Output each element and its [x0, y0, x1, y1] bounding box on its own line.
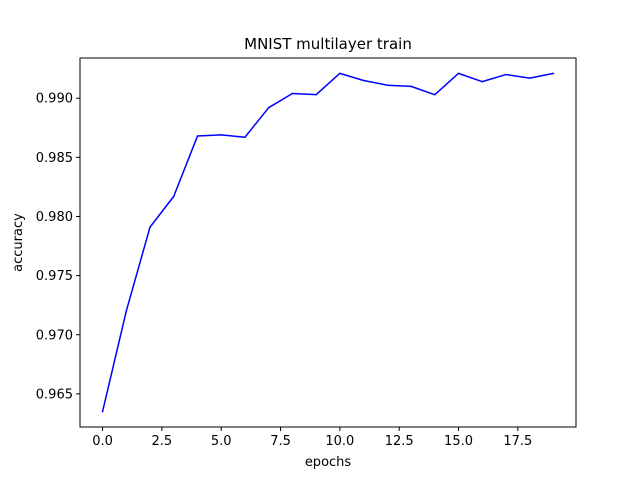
series-layer — [101, 72, 555, 413]
y-axis-ticks: 0.965 0.970 0.975 0.980 0.985 0.990 — [36, 92, 80, 402]
data-point — [433, 93, 436, 96]
x-tick-label: 7.5 — [270, 434, 291, 449]
x-tick-label: 10.0 — [325, 434, 354, 449]
data-point — [362, 79, 365, 82]
data-point — [244, 136, 246, 139]
data-point — [220, 134, 223, 136]
x-tick-label: 0.0 — [92, 434, 113, 449]
data-point — [481, 80, 484, 83]
data-point — [339, 72, 341, 75]
data-point — [528, 77, 531, 79]
x-axis-label: epochs — [305, 455, 352, 470]
y-tick-label: 0.975 — [36, 269, 73, 284]
data-point — [172, 195, 175, 198]
y-axis-label: accuracy — [11, 213, 26, 272]
chart-title: MNIST multilayer train — [244, 35, 412, 53]
data-point — [267, 106, 270, 109]
x-tick-label: 2.5 — [152, 434, 173, 449]
y-tick-label: 0.965 — [36, 387, 73, 402]
data-point — [291, 92, 294, 95]
data-point — [125, 310, 128, 312]
data-point — [386, 84, 389, 86]
axes-frame — [79, 57, 577, 428]
y-tick-label: 0.985 — [36, 151, 73, 166]
data-point — [315, 93, 317, 96]
x-tick-label: 15.0 — [444, 434, 473, 449]
x-tick-label: 17.5 — [503, 434, 532, 449]
y-tick-label: 0.990 — [36, 92, 73, 107]
x-tick-label: 5.0 — [211, 434, 232, 449]
data-point — [505, 73, 507, 76]
y-tick-label: 0.980 — [36, 210, 73, 225]
data-point — [410, 85, 412, 88]
y-tick-label: 0.970 — [36, 328, 73, 343]
x-axis-ticks: 0.0 2.5 5.0 7.5 10.0 12.5 15.0 17.5 — [92, 427, 532, 449]
series-line — [101, 72, 554, 412]
data-point — [149, 226, 151, 228]
data-point — [457, 72, 460, 75]
data-point — [196, 135, 199, 137]
data-point — [552, 72, 555, 75]
data-point — [101, 410, 104, 413]
x-tick-label: 12.5 — [385, 434, 414, 449]
